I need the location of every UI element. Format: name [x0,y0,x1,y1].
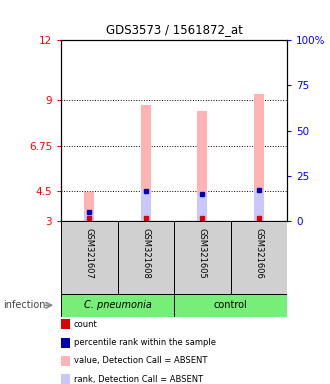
Text: GSM321607: GSM321607 [85,228,94,279]
Bar [231,221,287,294]
Bar [254,190,264,221]
Bar [197,194,208,221]
Text: control: control [214,300,248,310]
Text: GSM321608: GSM321608 [141,228,150,279]
Bar [84,192,94,221]
Text: value, Detection Call = ABSENT: value, Detection Call = ABSENT [74,356,207,366]
Text: GSM321605: GSM321605 [198,228,207,279]
Text: count: count [74,319,97,329]
Bar [61,294,174,317]
Bar [84,212,94,221]
Text: GDS3573 / 1561872_at: GDS3573 / 1561872_at [106,23,243,36]
Bar [174,294,287,317]
Text: percentile rank within the sample: percentile rank within the sample [74,338,215,347]
Bar [197,111,208,221]
Text: GSM321606: GSM321606 [254,228,263,279]
Bar [254,94,264,221]
Bar [141,191,151,221]
Text: rank, Detection Call = ABSENT: rank, Detection Call = ABSENT [74,375,203,384]
Bar [174,221,231,294]
Bar [61,221,117,294]
Text: infection: infection [3,300,46,310]
Bar [141,105,151,221]
Text: C. pneumonia: C. pneumonia [83,300,151,310]
Bar [117,221,174,294]
